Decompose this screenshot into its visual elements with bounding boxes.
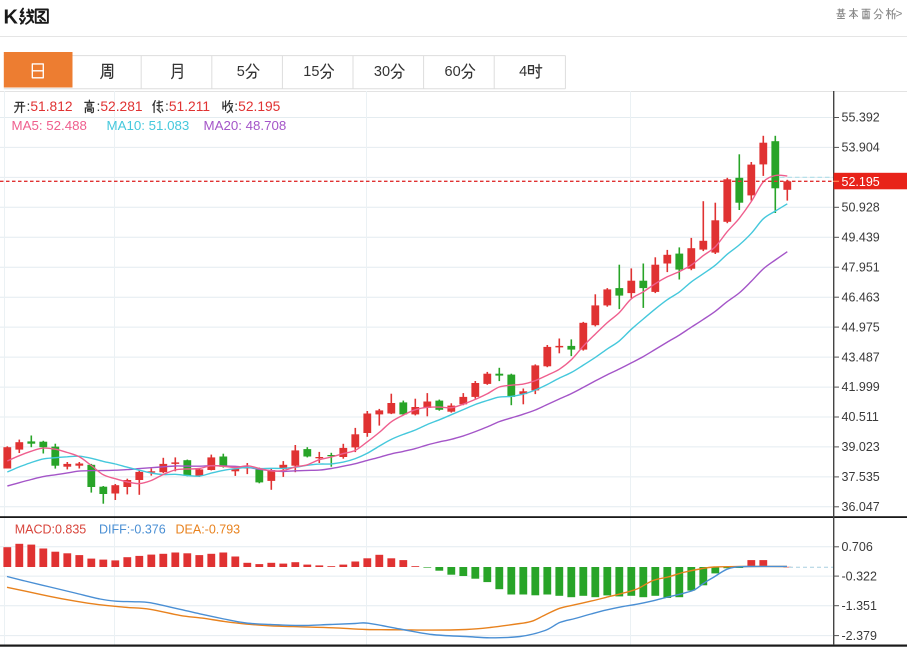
svg-text::51.812: :51.812 bbox=[27, 99, 73, 114]
svg-text::51.211: :51.211 bbox=[165, 99, 210, 114]
svg-text:>: > bbox=[895, 7, 902, 21]
svg-text:52.195: 52.195 bbox=[842, 175, 880, 189]
svg-text:39.023: 39.023 bbox=[842, 440, 880, 454]
svg-text:15: 15 bbox=[303, 64, 319, 80]
svg-text::52.281: :52.281 bbox=[97, 99, 143, 114]
svg-text:-0.322: -0.322 bbox=[842, 569, 877, 583]
svg-text:55.392: 55.392 bbox=[842, 111, 880, 125]
svg-text:5: 5 bbox=[237, 64, 245, 80]
svg-text:36.047: 36.047 bbox=[842, 500, 880, 514]
svg-text:4: 4 bbox=[519, 64, 527, 80]
svg-text:30: 30 bbox=[374, 64, 390, 80]
svg-text:46.463: 46.463 bbox=[842, 290, 880, 304]
svg-text:-2.379: -2.379 bbox=[842, 629, 877, 643]
svg-text::52.195: :52.195 bbox=[234, 99, 280, 114]
svg-text:53.904: 53.904 bbox=[842, 141, 880, 155]
svg-text:43.487: 43.487 bbox=[842, 350, 880, 364]
svg-text:40.511: 40.511 bbox=[842, 410, 879, 424]
svg-text:-1.351: -1.351 bbox=[842, 599, 877, 613]
svg-text:50.928: 50.928 bbox=[842, 201, 880, 215]
svg-text:K: K bbox=[4, 7, 19, 29]
svg-text:47.951: 47.951 bbox=[842, 260, 880, 274]
svg-text:0.706: 0.706 bbox=[842, 540, 873, 554]
svg-text:37.535: 37.535 bbox=[842, 470, 880, 484]
svg-text:49.439: 49.439 bbox=[842, 231, 880, 245]
svg-text:60: 60 bbox=[445, 64, 461, 80]
svg-text:44.975: 44.975 bbox=[842, 320, 880, 334]
svg-text:41.999: 41.999 bbox=[842, 380, 880, 394]
